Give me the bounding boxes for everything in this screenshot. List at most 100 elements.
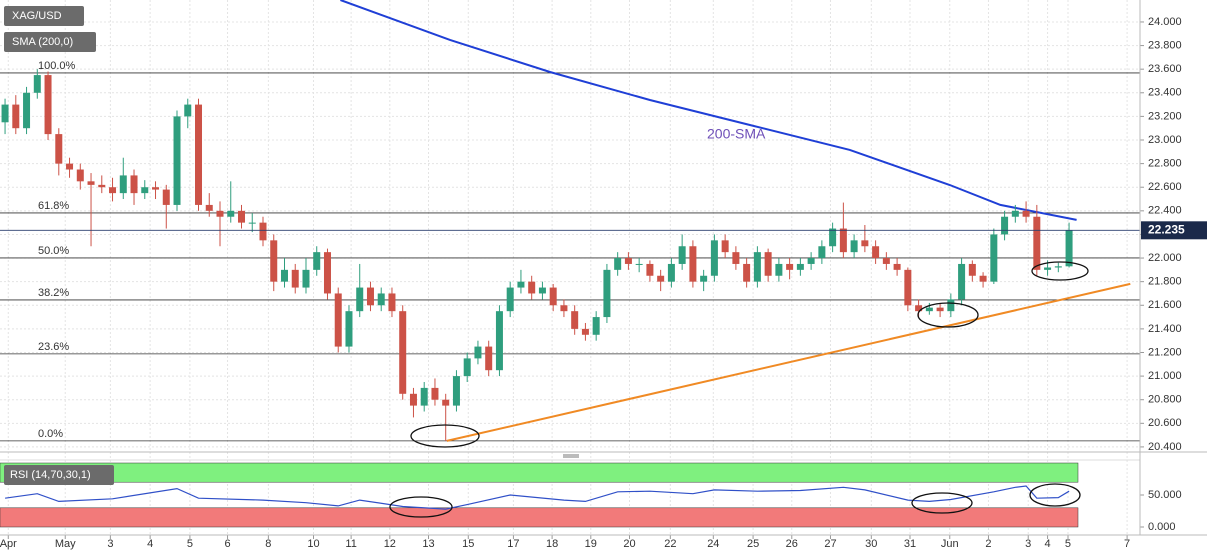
x-tick-label: 24 (707, 538, 719, 550)
candle-body (356, 287, 364, 312)
candle-body (925, 307, 933, 312)
x-tick-label: 7 (1124, 538, 1130, 550)
overbought-band (0, 462, 1079, 483)
indicator-label[interactable]: SMA (200,0) (4, 32, 96, 52)
y-tick-label: 24.000 (1148, 16, 1182, 28)
candle-body (657, 275, 665, 282)
candle-body (98, 184, 106, 188)
x-tick-label: 30 (865, 538, 877, 550)
resize-handle[interactable] (561, 453, 581, 459)
candle-body (635, 263, 643, 265)
x-tick-label: May (55, 538, 76, 550)
y-tick-label: 23.600 (1148, 63, 1182, 75)
candle-body (334, 293, 342, 347)
candle-body (23, 92, 31, 129)
candle-body (162, 189, 170, 205)
y-tick-label: 50.000 (1148, 489, 1182, 501)
symbol-label[interactable]: XAG/USD (4, 6, 84, 26)
candle-body (839, 228, 847, 253)
y-tick-label: 20.800 (1148, 394, 1182, 406)
x-tick-label: 6 (224, 538, 230, 550)
x-tick-label: 5 (187, 538, 193, 550)
candle-body (227, 210, 235, 217)
x-tick-label: 22 (664, 538, 676, 550)
x-tick-label: 27 (824, 538, 836, 550)
candle-body (882, 258, 890, 264)
candle-body (1, 104, 9, 123)
candle-body (109, 187, 117, 194)
x-tick-label: 4 (147, 538, 153, 550)
candle-body (1022, 210, 1030, 217)
candle-body (463, 358, 471, 377)
candle-body (581, 328, 589, 335)
x-tick-label: 2 (985, 538, 991, 550)
candle-body (571, 311, 579, 329)
y-tick-label: 20.600 (1148, 417, 1182, 429)
candle-body (280, 269, 288, 282)
candle-body (152, 187, 160, 190)
last-price-box (1141, 221, 1207, 240)
candle-body (291, 269, 299, 288)
x-tick-label: Jun (941, 538, 959, 550)
indicator-text: SMA (200,0) (12, 36, 73, 48)
y-tick-label: 20.400 (1148, 441, 1182, 453)
candle-body (323, 252, 331, 294)
candle-body (624, 258, 632, 264)
candle-body (829, 228, 837, 247)
candle-body (12, 104, 20, 129)
candle-body (861, 240, 869, 247)
y-tick-label: 23.400 (1148, 87, 1182, 99)
candle-body (560, 305, 568, 312)
candle-body (936, 307, 944, 312)
candle-body (366, 287, 374, 306)
candle-body (195, 104, 203, 205)
y-tick-label: 23.200 (1148, 110, 1182, 122)
candle-body (495, 311, 503, 371)
y-tick-label: 21.600 (1148, 299, 1182, 311)
x-tick-label: 11 (345, 538, 356, 550)
candle-body (947, 299, 955, 312)
y-tick-label: 21.200 (1148, 346, 1182, 358)
candle-body (248, 222, 256, 224)
rsi-legend[interactable]: RSI (14,70,30,1) (4, 465, 114, 485)
x-tick-label: 4 (1045, 538, 1051, 550)
fib-label: 100.0% (38, 60, 76, 72)
candle-body (721, 240, 729, 253)
candle-body (388, 293, 396, 312)
x-tick-label: 13 (422, 538, 434, 550)
candle-body (915, 305, 923, 312)
candle-body (990, 234, 998, 282)
candle-body (216, 210, 224, 217)
x-tick-label: 19 (585, 538, 597, 550)
candle-body (732, 252, 740, 264)
x-tick-label: 3 (107, 538, 113, 550)
sma-annotation: 200-SMA (707, 126, 766, 142)
candle-body (850, 240, 858, 253)
candle-body (237, 210, 245, 223)
candle-body (345, 311, 353, 347)
fib-label: 23.6% (38, 341, 69, 353)
candle-body (1011, 210, 1019, 217)
candle-body (130, 175, 138, 194)
candle-body (1044, 267, 1052, 270)
candle-body (205, 204, 213, 211)
candle-body (807, 258, 815, 264)
candle-body (764, 252, 772, 276)
y-tick-label: 0.000 (1148, 521, 1176, 533)
oversold-band (0, 507, 1079, 528)
candle-body (958, 263, 966, 300)
candle-body (549, 287, 557, 306)
candle-body (979, 275, 987, 282)
annotation-ellipses (389, 261, 1089, 518)
candle-body (44, 75, 52, 135)
x-tick-label: 15 (462, 538, 474, 550)
candle-body (474, 346, 482, 359)
candle-body (1001, 216, 1009, 235)
candle-body (76, 169, 84, 182)
candle-body (592, 317, 600, 335)
y-tick-label: 22.000 (1148, 252, 1182, 264)
candle-body (313, 252, 321, 270)
candle-body (528, 281, 536, 294)
candle-body (689, 246, 697, 282)
candle-body (119, 175, 127, 194)
